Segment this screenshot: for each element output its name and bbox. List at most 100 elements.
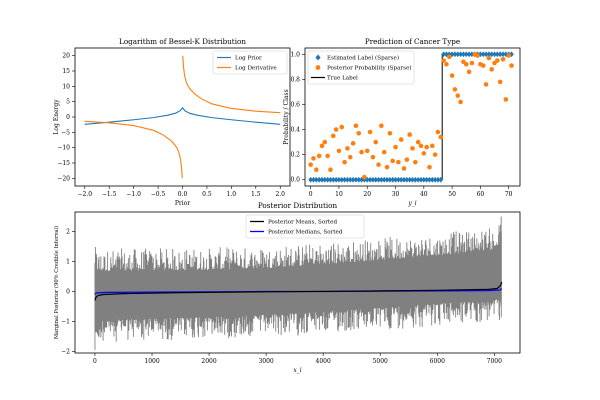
cancer-estimated-label-point [345, 176, 350, 183]
cancer-estimated-label-point [311, 176, 316, 183]
posterior-xtick-label: 3000 [258, 358, 273, 365]
cancer-estimated-label-point [319, 176, 325, 183]
bessel-ytick-label: 5 [66, 99, 70, 106]
cancer-posterior-probability-point [373, 139, 379, 145]
cancer-estimated-label-point [492, 51, 497, 58]
cancer-posterior-probability-point [330, 133, 336, 139]
cancer-series-layer [308, 51, 514, 183]
cancer-estimated-label-point [478, 51, 483, 58]
cancer-posterior-probability-point [367, 129, 373, 135]
posterior-xtick-label: 7000 [487, 358, 502, 365]
bessel-line-log-derivative-left [84, 120, 183, 179]
cancer-posterior-probability-point [387, 131, 393, 136]
cancer-estimated-label-point [404, 176, 410, 183]
bessel-line-log-prior [84, 106, 281, 125]
cancer-estimated-label-point [398, 176, 404, 183]
posterior-x-axis: 0 1000 2000 3000 4000 5000 6000 7000 [93, 353, 502, 365]
cancer-posterior-probability-point [325, 153, 330, 159]
cancer-estimated-label-point [353, 176, 359, 183]
cancer-posterior-probability-point [415, 139, 421, 145]
cancer-ylabel: Probability / Class [283, 89, 290, 144]
cancer-estimated-label-point [421, 176, 427, 183]
cancer-posterior-probability-point [353, 123, 359, 129]
cancer-ytick-label: 0.8 [290, 76, 300, 83]
cancer-posterior-probability-point [404, 157, 410, 162]
cancer-estimated-label-point [435, 176, 441, 183]
cancer-xtick-label: 50 [448, 191, 456, 198]
posterior-xlabel-text: x_i [293, 367, 301, 374]
cancer-estimated-label-point [486, 51, 492, 58]
cancer-estimated-label-point [444, 51, 449, 58]
cancer-posterior-probability-point [483, 82, 489, 87]
cancer-posterior-probability-point [393, 144, 398, 150]
cancer-posterior-probability-point [328, 167, 333, 172]
bessel-ytick-label: 0 [66, 114, 70, 121]
bessel-xtick-label: 0.0 [178, 191, 188, 198]
cancer-posterior-probability-point [435, 129, 441, 135]
cancer-estimated-label-point [370, 176, 376, 183]
cancer-posterior-probability-point [407, 132, 412, 137]
cancer-estimated-label-point [418, 176, 424, 183]
cancer-posterior-probability-point [432, 152, 438, 157]
cancer-posterior-probability-point [466, 69, 472, 75]
bessel-xtick-label: −1.5 [102, 191, 117, 198]
cancer-estimated-label-point [495, 51, 500, 58]
cancer-estimated-label-point [407, 176, 412, 183]
cancer-estimated-label-point [330, 176, 336, 183]
cancer-estimated-label-point [308, 176, 313, 183]
cancer-xtick-label: 0 [309, 191, 313, 198]
cancer-legend-swatch-posterior-probability [315, 65, 321, 70]
cancer-estimated-label-point [376, 176, 381, 183]
bessel-line-log-derivative-right [182, 55, 281, 114]
cancer-posterior-probability-point [364, 148, 370, 154]
cancer-estimated-label-point [415, 176, 421, 183]
cancer-posterior-probability-point [427, 164, 432, 170]
cancer-estimated-label-point [500, 51, 506, 58]
cancer-estimated-label-point [461, 51, 466, 58]
cancer-ytick-label: 0.6 [290, 101, 300, 108]
cancer-xtick-label: 10 [335, 191, 343, 198]
cancer-estimated-label-point [367, 176, 373, 183]
cancer-estimated-label-point [463, 51, 469, 58]
posterior-legend-label-medians: Posterior Medians, Sorted [268, 230, 343, 236]
cancer-posterior-probability-point [458, 99, 463, 105]
cancer-posterior-probability-point [339, 124, 345, 130]
bessel-legend-box [212, 50, 288, 75]
cancer-estimated-label-point [393, 176, 398, 183]
cancer-posterior-probability-point [495, 58, 500, 63]
bessel-xtick-label: −0.5 [151, 191, 166, 198]
cancer-posterior-probability-point [311, 156, 316, 161]
cancer-estimated-label-point [452, 51, 458, 58]
cancer-posterior-probability-point [475, 53, 480, 58]
posterior-legend-box [245, 214, 365, 239]
cancer-legend-swatch-estimated-label [315, 54, 321, 61]
cancer-posterior-probability-point [390, 158, 395, 164]
cancer-posterior-probability-point [322, 139, 328, 145]
posterior-xtick-label: 5000 [373, 358, 388, 365]
cancer-posterior-probability-point [342, 159, 347, 165]
cancer-xtick-label: 40 [420, 191, 428, 198]
cancer-estimated-label-point [466, 51, 472, 58]
cancer-estimated-label-point [458, 51, 463, 58]
cancer-posterior-probability-point [463, 62, 469, 67]
cancer-estimated-label-point [356, 176, 362, 183]
bessel-xtick-label: −2.0 [77, 191, 92, 198]
cancer-xlabel-text: y_i [407, 200, 416, 207]
cancer-posterior-probability-point [410, 146, 415, 151]
cancer-posterior-probability-point [449, 73, 455, 78]
cancer-legend-label-true-label: True Label [327, 76, 358, 82]
cancer-xlabel: y_i [407, 200, 416, 207]
posterior-means-line [94, 281, 503, 301]
cancer-estimated-label-point [424, 176, 429, 183]
cancer-estimated-label-point [438, 176, 444, 183]
cancer-estimated-label-point [489, 51, 495, 58]
cancer-posterior-probability-point [381, 149, 387, 155]
cancer-estimated-label-point [379, 176, 384, 183]
cancer-posterior-probability-point [345, 146, 350, 151]
cancer-posterior-probability-point [455, 93, 461, 98]
cancer-estimated-label-point [381, 176, 387, 183]
bessel-legend-label-log-prior: Log Prior [235, 56, 262, 62]
cancer-estimated-label-point [336, 176, 342, 183]
